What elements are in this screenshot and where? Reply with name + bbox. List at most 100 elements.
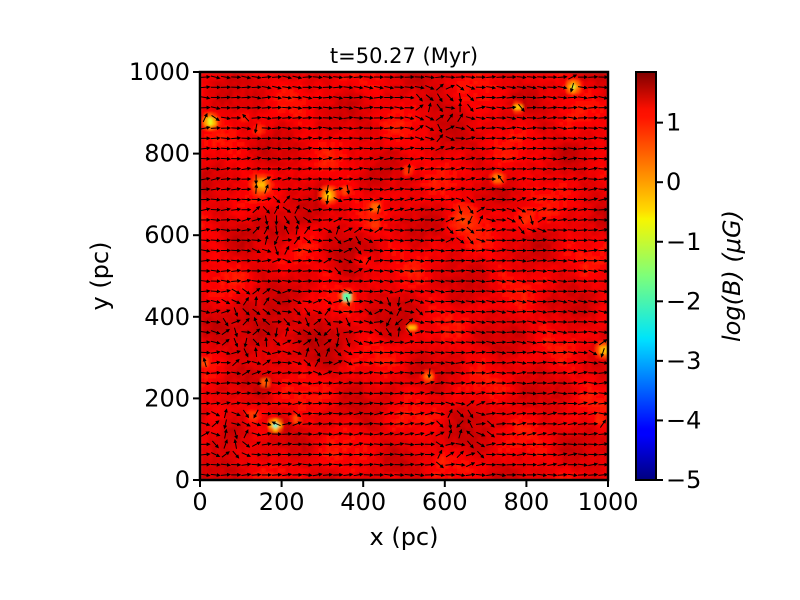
heatmap-cell	[285, 333, 291, 338]
heatmap-cell	[302, 108, 307, 114]
heatmap-cell	[334, 447, 340, 453]
heatmap-cell	[289, 80, 295, 85]
heatmap-cell	[240, 337, 246, 342]
heatmap-cell	[228, 235, 234, 240]
heatmap-cell	[212, 463, 217, 469]
heatmap-cell	[257, 373, 262, 379]
heatmap-cell	[293, 288, 299, 293]
heatmap-cell	[208, 227, 213, 232]
heatmap-cell	[277, 296, 283, 302]
heatmap-cell	[253, 133, 258, 138]
heatmap-cell	[326, 116, 332, 122]
heatmap-cell	[355, 243, 360, 249]
heatmap-cell	[359, 141, 364, 147]
heatmap-cell	[371, 190, 377, 195]
heatmap-cell	[204, 210, 209, 216]
heatmap-cell	[269, 312, 275, 318]
heatmap-cell	[371, 324, 377, 330]
heatmap-cell	[212, 259, 217, 265]
heatmap-cell	[244, 108, 250, 114]
heatmap-cell	[330, 373, 336, 379]
heatmap-cell	[248, 72, 254, 77]
heatmap-cell	[257, 418, 262, 424]
heatmap-cell	[273, 361, 279, 367]
heatmap-cell	[395, 329, 401, 334]
heatmap-cell	[387, 455, 393, 461]
heatmap-cell	[253, 292, 258, 297]
heatmap-cell	[383, 218, 389, 224]
heatmap-cell	[346, 235, 352, 240]
heatmap-cell	[208, 190, 213, 195]
heatmap-cell	[293, 96, 299, 102]
heatmap-cell	[224, 120, 230, 126]
heatmap-cell	[314, 316, 319, 322]
heatmap-cell	[273, 369, 279, 375]
heatmap-cell	[244, 174, 250, 179]
heatmap-cell	[240, 455, 246, 461]
heatmap-cell	[399, 120, 405, 126]
heatmap-cell	[306, 153, 311, 159]
heatmap-cell	[367, 251, 372, 257]
heatmap-cell	[346, 324, 352, 330]
heatmap-cell	[395, 76, 401, 81]
heatmap-cell	[322, 382, 328, 387]
heatmap-cell	[244, 365, 250, 371]
heatmap-cell	[350, 112, 356, 118]
heatmap-cell	[220, 165, 226, 171]
heatmap-cell	[204, 153, 209, 159]
heatmap-cell	[297, 378, 303, 383]
heatmap-cell	[346, 178, 352, 183]
heatmap-cell	[322, 202, 328, 208]
heatmap-cell	[342, 88, 348, 93]
heatmap-cell	[310, 112, 315, 118]
heatmap-cell	[273, 182, 279, 187]
heatmap-cell	[248, 222, 254, 228]
heatmap-cell	[322, 235, 328, 240]
heatmap-cell	[281, 149, 287, 155]
heatmap-cell	[306, 373, 311, 379]
heatmap-cell	[240, 304, 246, 310]
heatmap-cell	[363, 447, 368, 453]
heatmap-cell	[350, 169, 356, 175]
heatmap-cell	[285, 153, 291, 159]
heatmap-cell	[346, 284, 352, 289]
heatmap-cell	[293, 169, 299, 175]
heatmap-cell	[224, 292, 230, 297]
heatmap-cell	[363, 96, 368, 102]
heatmap-cell	[314, 418, 319, 424]
heatmap-cell	[204, 378, 209, 383]
heatmap-cell	[281, 129, 287, 134]
heatmap-cell	[338, 345, 344, 351]
heatmap-cell	[261, 475, 266, 480]
heatmap-cell	[334, 284, 340, 289]
heatmap-cell	[322, 161, 328, 167]
heatmap-cell	[208, 153, 213, 159]
heatmap-cell	[371, 263, 377, 269]
heatmap-cell	[359, 324, 364, 330]
heatmap-cell	[200, 276, 205, 281]
heatmap-cell	[318, 475, 323, 480]
heatmap-cell	[310, 406, 315, 412]
heatmap-cell	[363, 341, 368, 346]
heatmap-cell	[277, 467, 283, 473]
heatmap-cell	[220, 324, 226, 330]
heatmap-cell	[391, 467, 397, 473]
heatmap-cell	[359, 92, 364, 98]
heatmap-cell	[240, 80, 246, 85]
heatmap-cell	[224, 153, 230, 159]
heatmap-cell	[342, 198, 348, 204]
heatmap-cell	[253, 210, 258, 216]
heatmap-cell	[338, 447, 344, 453]
heatmap-cell	[293, 296, 299, 302]
heatmap-cell	[257, 451, 262, 457]
heatmap-cell	[277, 80, 283, 85]
heatmap-cell	[391, 206, 397, 212]
heatmap-cell	[310, 333, 315, 338]
heatmap-cell	[224, 426, 230, 432]
heatmap-cell	[212, 276, 217, 281]
heatmap-cell	[220, 341, 226, 346]
heatmap-cell	[326, 120, 332, 126]
heatmap-cell	[346, 398, 352, 404]
heatmap-cell	[212, 231, 217, 236]
heatmap-cell	[228, 255, 234, 261]
